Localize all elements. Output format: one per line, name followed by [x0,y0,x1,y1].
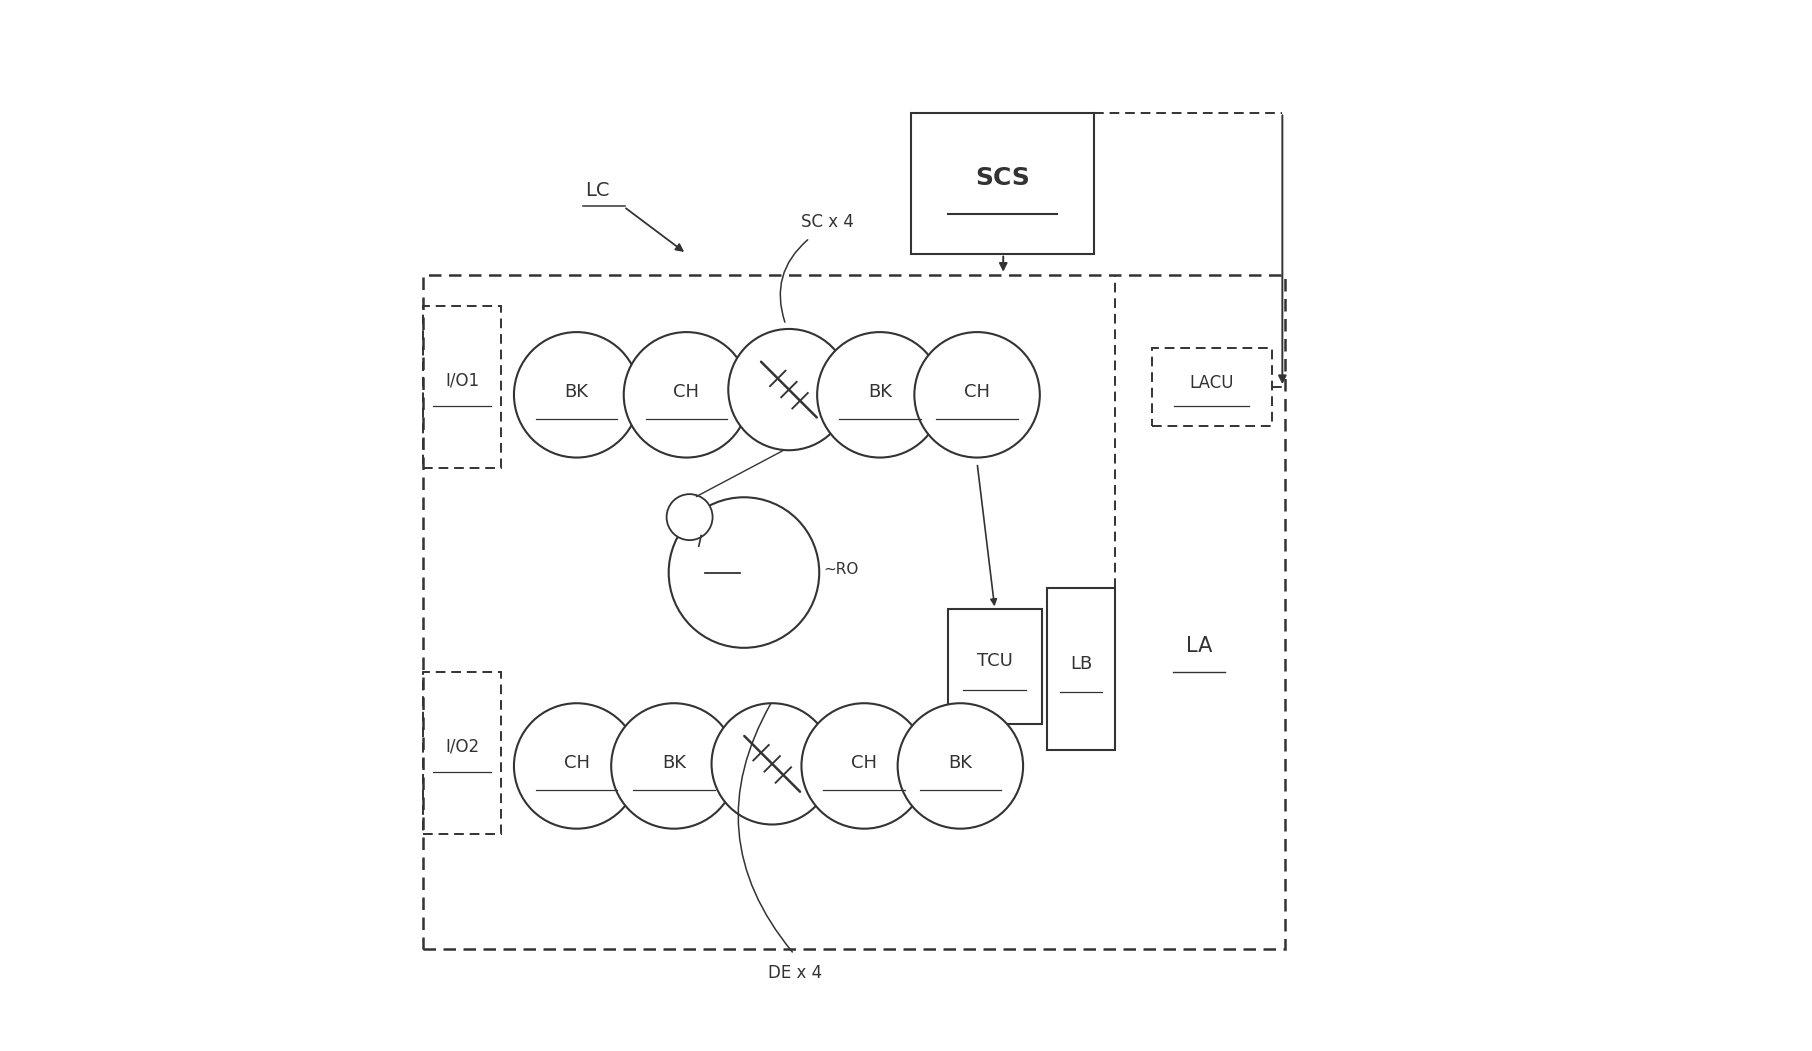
Text: BK: BK [868,383,892,400]
Circle shape [515,703,640,828]
Text: DE x 4: DE x 4 [768,964,823,982]
Circle shape [712,703,834,824]
Circle shape [915,332,1040,457]
Circle shape [611,703,737,828]
Text: I/O2: I/O2 [446,738,478,756]
Text: LB: LB [1071,655,1093,673]
Text: CH: CH [852,754,877,771]
Circle shape [515,332,640,457]
Text: LACU: LACU [1189,374,1234,392]
Bar [422,274,1285,949]
Text: I/O1: I/O1 [446,372,478,390]
Bar [948,610,1042,724]
Circle shape [817,332,942,457]
Bar [911,112,1094,253]
Text: CH: CH [674,383,699,400]
Circle shape [667,494,712,540]
Bar [1047,589,1114,750]
Text: SC x 4: SC x 4 [801,213,853,231]
Text: SCS: SCS [975,166,1031,190]
Text: CH: CH [564,754,589,771]
Bar [1152,348,1272,427]
Text: BK: BK [661,754,687,771]
Circle shape [897,703,1024,828]
Bar [422,672,502,833]
FancyArrowPatch shape [737,703,792,952]
Circle shape [728,329,850,450]
Text: BK: BK [565,383,589,400]
Text: ~RO: ~RO [823,562,859,577]
Circle shape [669,497,819,647]
Text: CH: CH [964,383,989,400]
Circle shape [801,703,928,828]
FancyArrowPatch shape [781,240,808,323]
Text: TCU: TCU [977,653,1013,671]
Circle shape [623,332,748,457]
Bar [422,306,502,468]
Text: LC: LC [585,182,609,201]
Text: LA: LA [1185,636,1212,656]
Text: BK: BK [948,754,973,771]
